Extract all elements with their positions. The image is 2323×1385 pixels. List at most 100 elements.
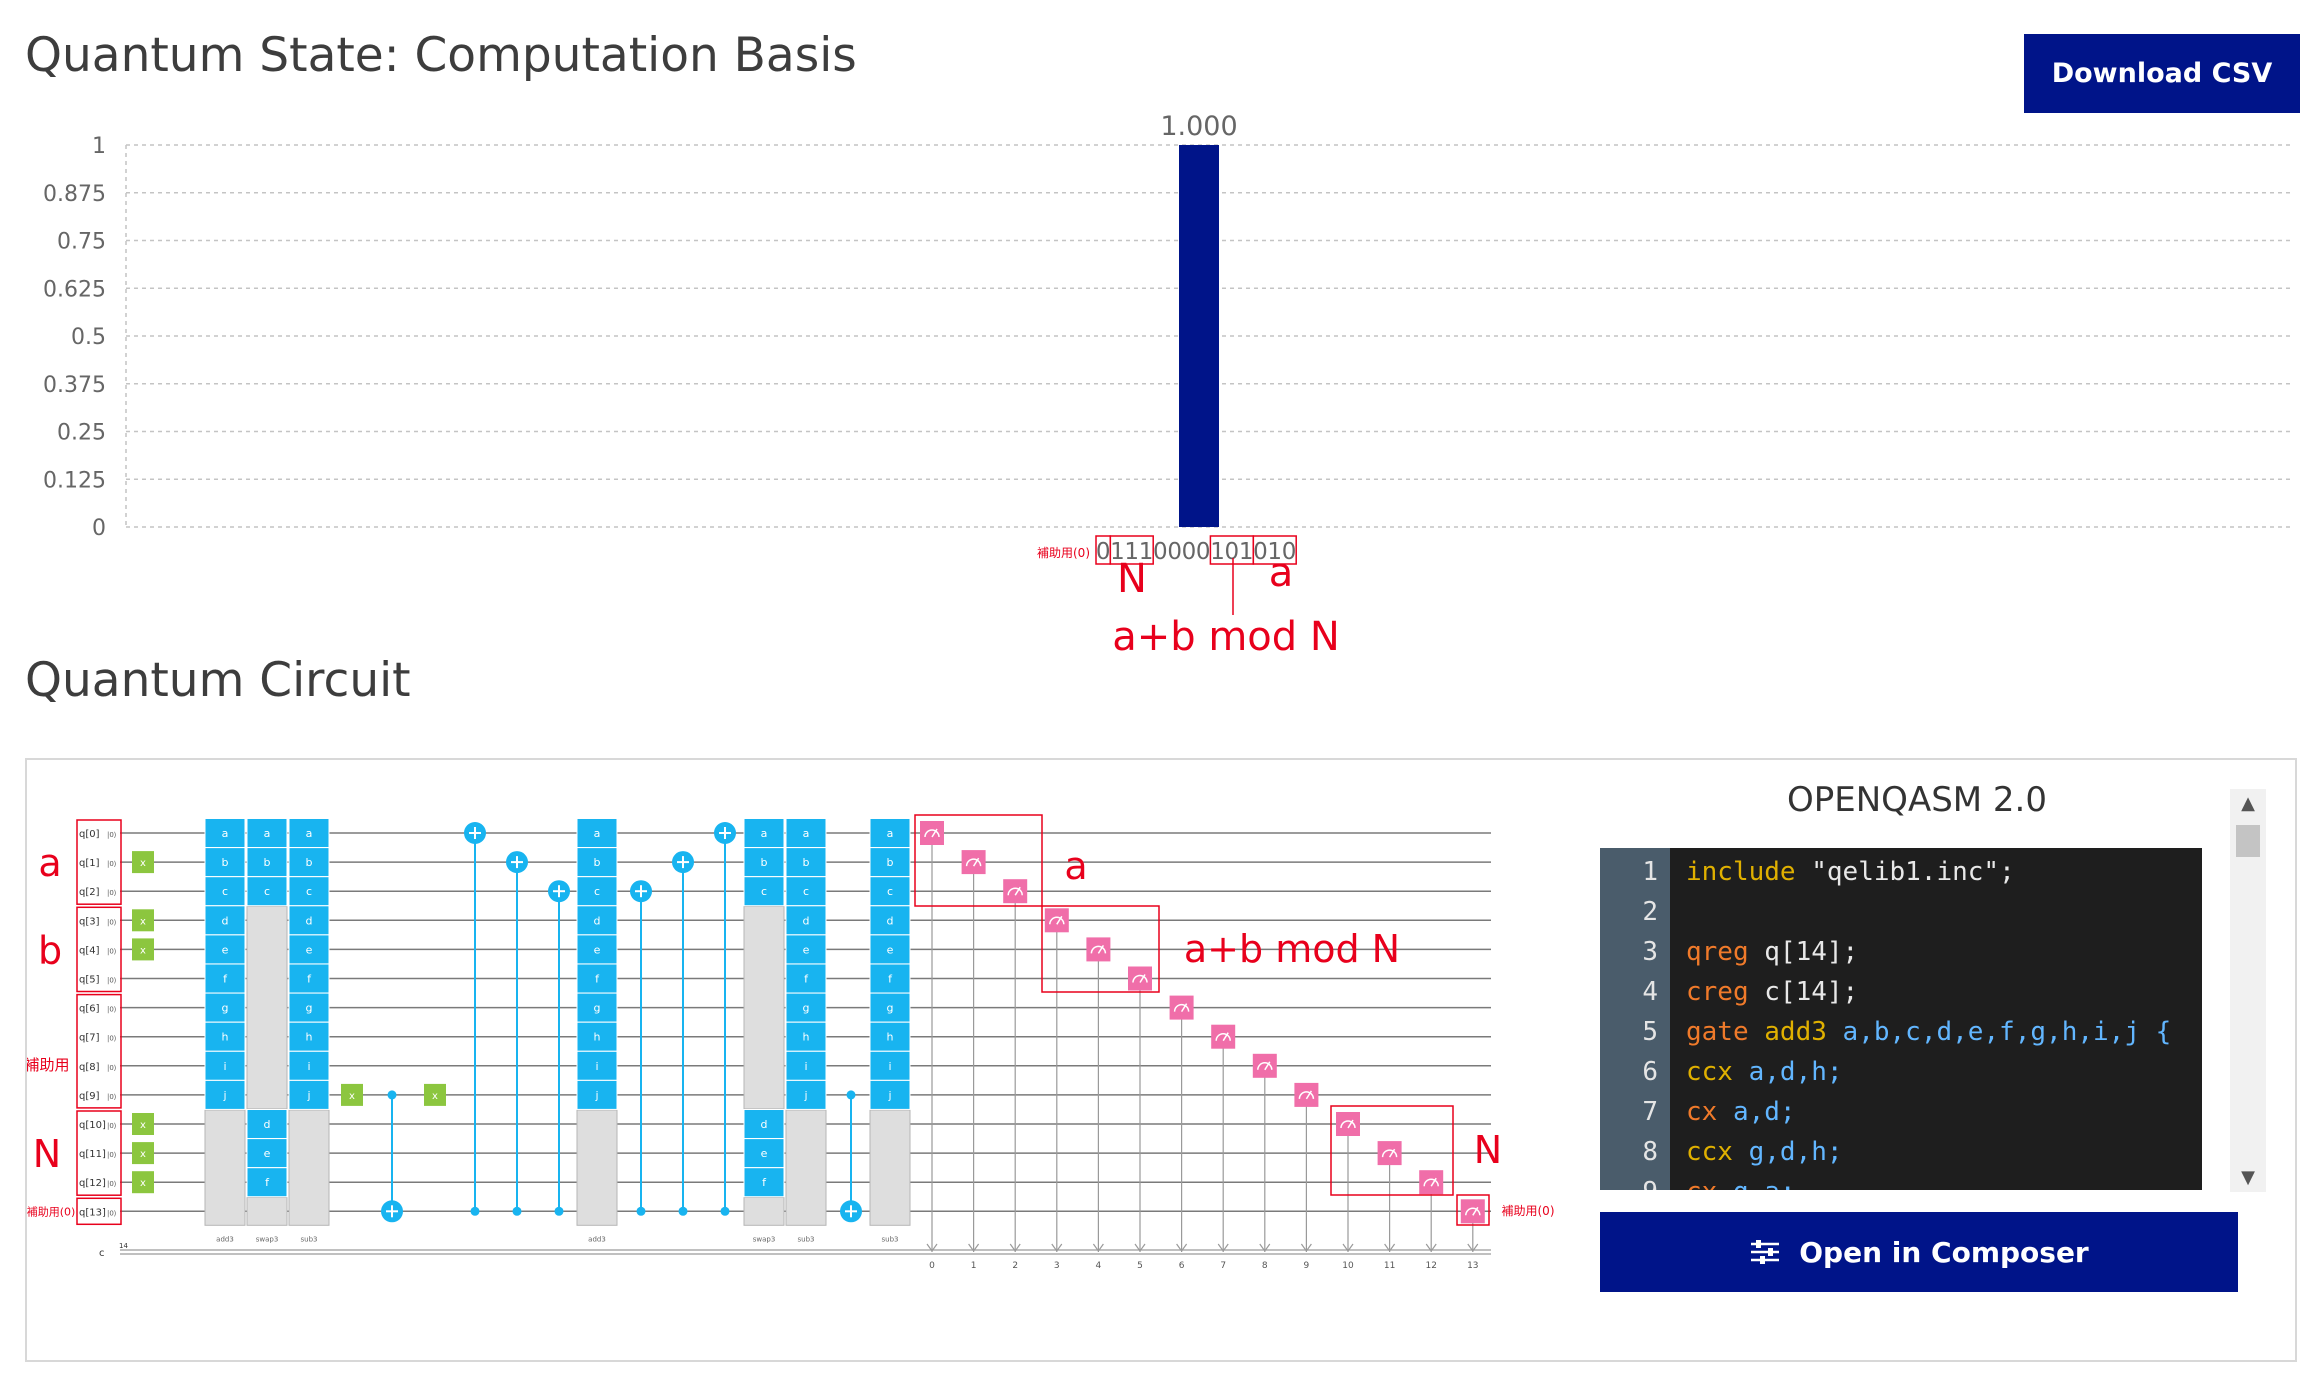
gate-cell [785,847,827,878]
gate-cell [743,1167,785,1198]
gate-cell [869,1021,911,1052]
measure-index: 13 [1467,1261,1478,1271]
qubit-init-label: |0⟩ [107,889,117,897]
measure-index: 7 [1220,1261,1226,1271]
qubit-init-label: |0⟩ [107,918,117,926]
gate-cell-label: h [887,1031,894,1044]
gate-cell-label: f [265,1176,270,1189]
gate-cell-label: j [222,1089,226,1102]
measure-index: 2 [1012,1261,1018,1271]
meter-icon [924,829,940,838]
gate-cell-label: g [306,1002,313,1015]
line-number-gutter [1600,848,1670,1190]
measure-label-aux0: 補助用(0) [1502,1204,1555,1218]
circuit-diagram[interactable]: q[0] |0⟩ q[1] |0⟩ q[2] |0⟩ q[3] |0⟩ q[4] |0⟩ q[5] |… [27,760,1587,1360]
meter-needle [1180,1003,1188,1012]
code-line: 4 creg c[14]; [1600,972,2202,1012]
qubit-label: q[2] [79,887,100,898]
scroll-up-icon[interactable]: ▲ [2241,793,2255,814]
gate-cell-label: i [223,1060,226,1073]
gate-name-label: add3 [216,1235,234,1243]
meter-needle [1139,974,1146,983]
qubit-label: q[5] [79,975,100,986]
group-label-a: a [38,841,61,885]
x-gate [341,1083,363,1106]
gate-cell-label: a [887,827,894,840]
x-tick-char: 0 [1282,539,1297,565]
gate-cell-label: d [306,914,313,927]
control-dot [720,1206,730,1216]
code-text: cx a,d; [1686,1097,1796,1127]
gate-cell [204,1021,246,1052]
gate-cell-label: b [306,856,313,869]
measure-group-box [1330,1105,1454,1196]
gate-cell [785,1079,827,1110]
x-gate [424,1083,446,1106]
gate-cell-label: c [222,885,228,898]
measure-arrow [926,1243,938,1253]
gate-cell [288,934,330,965]
gate-cell-label: f [888,973,893,986]
open-in-composer-button[interactable]: Open in Composer [1600,1212,2238,1292]
code-line: 1 include "qelib1.inc"; [1600,852,2202,892]
line-number: 6 [1642,1057,1658,1087]
measure-index: 8 [1262,1261,1268,1271]
qubit-init-label: |0⟩ [107,1006,117,1014]
y-tick-label: 1 [92,134,106,159]
gate-cell [785,992,827,1023]
line-number: 4 [1642,977,1658,1007]
gate-cell [246,1167,288,1198]
gate-cell-label: d [761,1118,768,1131]
measure-group-box [1041,905,1160,993]
qubit-init-label: |0⟩ [107,947,117,955]
download-csv-button[interactable]: Download CSV [2024,34,2300,113]
scroll-thumb[interactable] [2236,825,2260,857]
code-line: 7 cx a,d; [1600,1092,2202,1132]
qubit-init-label: |0⟩ [107,1093,117,1101]
qubit-label: q[0] [79,829,100,840]
meter-icon [1215,1032,1231,1041]
scroll-down-icon[interactable]: ▼ [2241,1167,2255,1188]
group-label-aux0: 補助用(0) [27,1204,75,1218]
gate-cell-label: d [594,914,601,927]
qubit-init-label: |0⟩ [107,860,117,868]
measure-arrow [1051,1243,1063,1253]
qubit-group-box [76,906,122,993]
measure-index: 3 [1054,1261,1060,1271]
qubit-group-box [76,993,122,1109]
gate-body-idle [743,1196,785,1226]
measure-label-a: a [1064,844,1087,888]
gate-body-idle [576,1109,618,1226]
gate-body-idle [785,1109,827,1226]
measure-gate [1003,879,1028,904]
y-tick-label: 0.875 [43,182,106,207]
gate-cell [246,876,288,907]
gate-cell [576,1021,618,1052]
measure-gate [1252,1053,1277,1078]
meter-icon [1298,1091,1315,1099]
code-text: qreg q[14]; [1686,937,1859,967]
gate-cell [785,876,827,907]
qubit-label: q[1] [79,858,100,869]
gate-cell-label: a [803,827,810,840]
gate-cell-label: f [762,1176,767,1189]
editor-scrollbar[interactable]: ▲ ▼ [2230,789,2266,1192]
gate-cell [576,847,618,878]
measure-arrow [1134,1243,1146,1253]
qasm-editor[interactable]: 1 include "qelib1.inc"; 2 3 qreg q[14]; 4 creg… [1600,848,2202,1190]
qubit-label: q[7] [79,1033,100,1044]
group-label-n: N [33,1132,61,1176]
x-tick-char: 0 [1225,539,1240,565]
gate-cell-label: a [306,827,313,840]
gate-cell [288,1021,330,1052]
gate-cell [246,1138,288,1169]
control-dot [678,1206,688,1216]
gate-cell [743,876,785,907]
x-tick-char: 0 [1096,539,1111,565]
qubit-label: q[11] [79,1149,106,1160]
qubit-label: q[4] [79,945,100,956]
x-tick-char: 0 [1182,539,1197,565]
classical-size-label: 14 [119,1242,128,1250]
gate-cell [869,847,911,878]
